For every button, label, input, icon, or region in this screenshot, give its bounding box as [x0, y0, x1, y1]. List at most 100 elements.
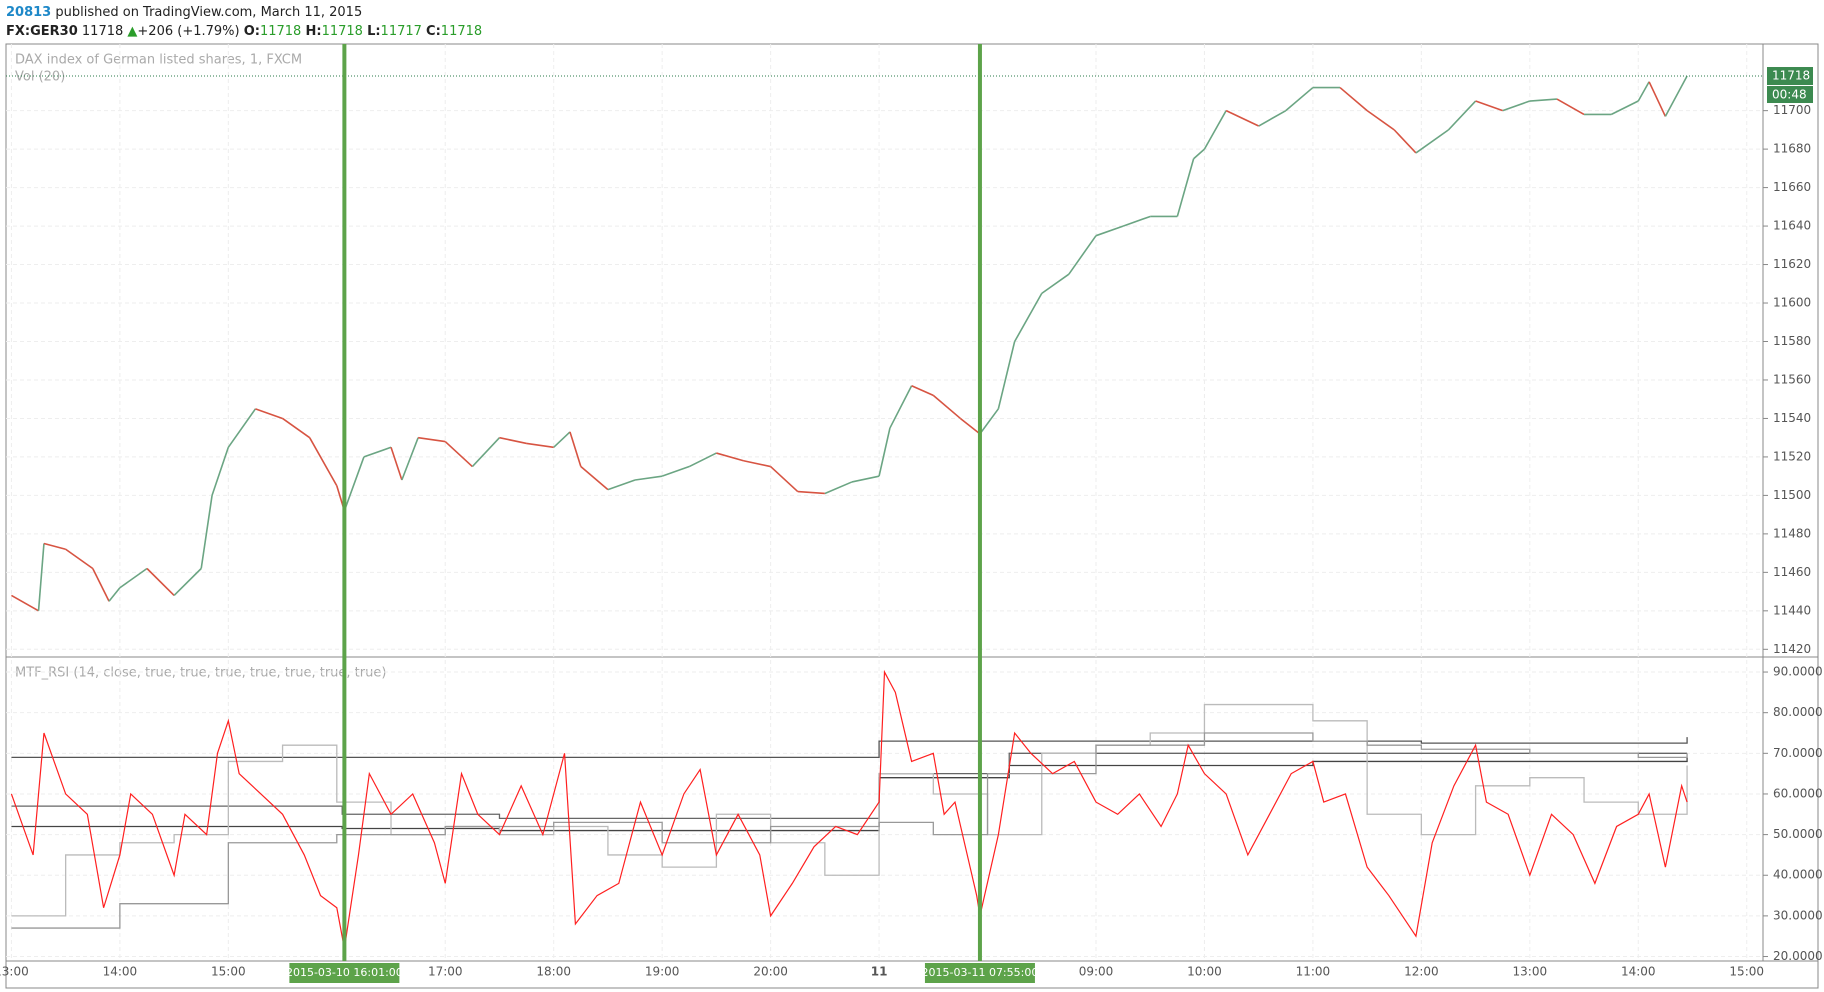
time-marker-label: 2015-03-11 07:55:00 [922, 966, 1039, 979]
price-segment [959, 417, 981, 435]
y-tick-label: 90.0000 [1773, 665, 1823, 679]
y-tick-label: 11580 [1773, 334, 1811, 348]
price-segment [716, 452, 744, 462]
price-segment [607, 479, 636, 491]
last-price-label: 11718 [1772, 69, 1810, 83]
price-segment [390, 447, 403, 481]
h-label: H: [305, 24, 322, 39]
frame [5, 43, 1819, 989]
price-segment [343, 456, 365, 512]
rsi-line [11, 737, 1688, 759]
y-tick-label: 60.0000 [1773, 786, 1823, 800]
x-tick-label: 20:00 [753, 965, 788, 979]
x-tick-label: 12:00 [1404, 965, 1439, 979]
price-segment [11, 594, 39, 612]
y-tick-label: 70.0000 [1773, 746, 1823, 760]
x-tick-label: 14:00 [103, 965, 138, 979]
x-tick-label: 17:00 [428, 965, 463, 979]
y-tick-label: 80.0000 [1773, 705, 1823, 719]
rsi-title: MTF_RSI (14, close, true, true, true, tr… [15, 666, 386, 681]
price-segment [1415, 129, 1449, 154]
volume-label: Vol (20) [15, 70, 65, 85]
y-tick-label: 11460 [1773, 565, 1811, 579]
y-tick-label: 11560 [1773, 372, 1811, 386]
price-segment [1664, 75, 1688, 117]
price-segment [1339, 86, 1368, 112]
price-segment [282, 417, 311, 439]
price-segment [770, 465, 799, 493]
y-tick-label: 11620 [1773, 257, 1811, 271]
y-tick-label: 20.0000 [1773, 949, 1823, 963]
price-segment [1285, 86, 1314, 112]
price-segment [1193, 148, 1205, 160]
price-segment [1556, 98, 1585, 116]
price-segment [1122, 215, 1151, 227]
x-tick-label: 13:00 [0, 965, 29, 979]
price-segment [1095, 225, 1124, 237]
x-tick-label: 14:00 [1621, 965, 1656, 979]
price-segment [979, 408, 1000, 435]
change: +206 (+1.79%) [137, 24, 240, 39]
price-segment [92, 568, 110, 602]
open: 11718 [259, 24, 302, 39]
countdown-box [1767, 86, 1813, 104]
last-price-box [1767, 67, 1813, 86]
price-segment [824, 481, 853, 495]
price-segment [569, 431, 582, 467]
user[interactable]: 20813 [6, 5, 52, 20]
price-segment [401, 437, 419, 481]
price-segment [580, 465, 609, 491]
price-segment [1013, 293, 1043, 342]
price-segment [363, 446, 392, 458]
price-segment [1610, 100, 1639, 116]
price-segment [1648, 81, 1667, 117]
price-segment [1637, 81, 1650, 102]
price-segment [932, 394, 961, 420]
x-tick-label: 13:00 [1513, 965, 1548, 979]
price-segment [499, 436, 527, 445]
y-tick-label: 11680 [1773, 142, 1811, 156]
up-arrow: ▲ [127, 24, 138, 39]
y-tick-label: 11520 [1773, 449, 1811, 463]
price-segment [911, 385, 934, 397]
y-tick-label: 11640 [1773, 219, 1811, 233]
price-segment [997, 341, 1016, 410]
x-tick-label: 15:00 [211, 965, 246, 979]
price-segment [43, 542, 66, 551]
symbol: FX:GER30 [6, 24, 78, 39]
y-tick-label: 11480 [1773, 526, 1811, 540]
price-segment [661, 465, 690, 477]
price-segment [1475, 100, 1503, 112]
price-segment [65, 548, 94, 570]
y-tick-label: 11600 [1773, 296, 1811, 310]
price-segment [1258, 109, 1287, 127]
price-segment [634, 475, 663, 481]
header-line-2: FX:GER30 11718 ▲+206 (+1.79%) O:11718 H:… [6, 22, 482, 41]
price-segment [227, 408, 257, 448]
y-tick-label: 50.0000 [1773, 827, 1823, 841]
price-segment [173, 567, 202, 597]
price-segment [211, 447, 230, 496]
price-segment [1447, 100, 1477, 131]
price-segment [200, 495, 213, 569]
price-segment [37, 543, 45, 611]
price-segment [444, 440, 473, 468]
price-segment [1225, 109, 1260, 127]
price-segment [108, 587, 121, 602]
last: 11718 [81, 24, 124, 39]
price-segment [878, 427, 891, 477]
price-segment [743, 459, 771, 468]
price-segment [526, 442, 554, 449]
price-segment [1393, 129, 1417, 154]
price-segment [119, 567, 148, 589]
price-segment [851, 475, 880, 483]
x-tick-label: 11:00 [1296, 965, 1331, 979]
x-tick-label: 10:00 [1187, 965, 1222, 979]
low: 11717 [380, 24, 422, 39]
high: 11718 [321, 24, 363, 39]
time-marker-box [924, 963, 1035, 983]
rsi-line [11, 732, 1688, 929]
rsi-line [11, 703, 1688, 917]
close: 11718 [440, 24, 483, 39]
